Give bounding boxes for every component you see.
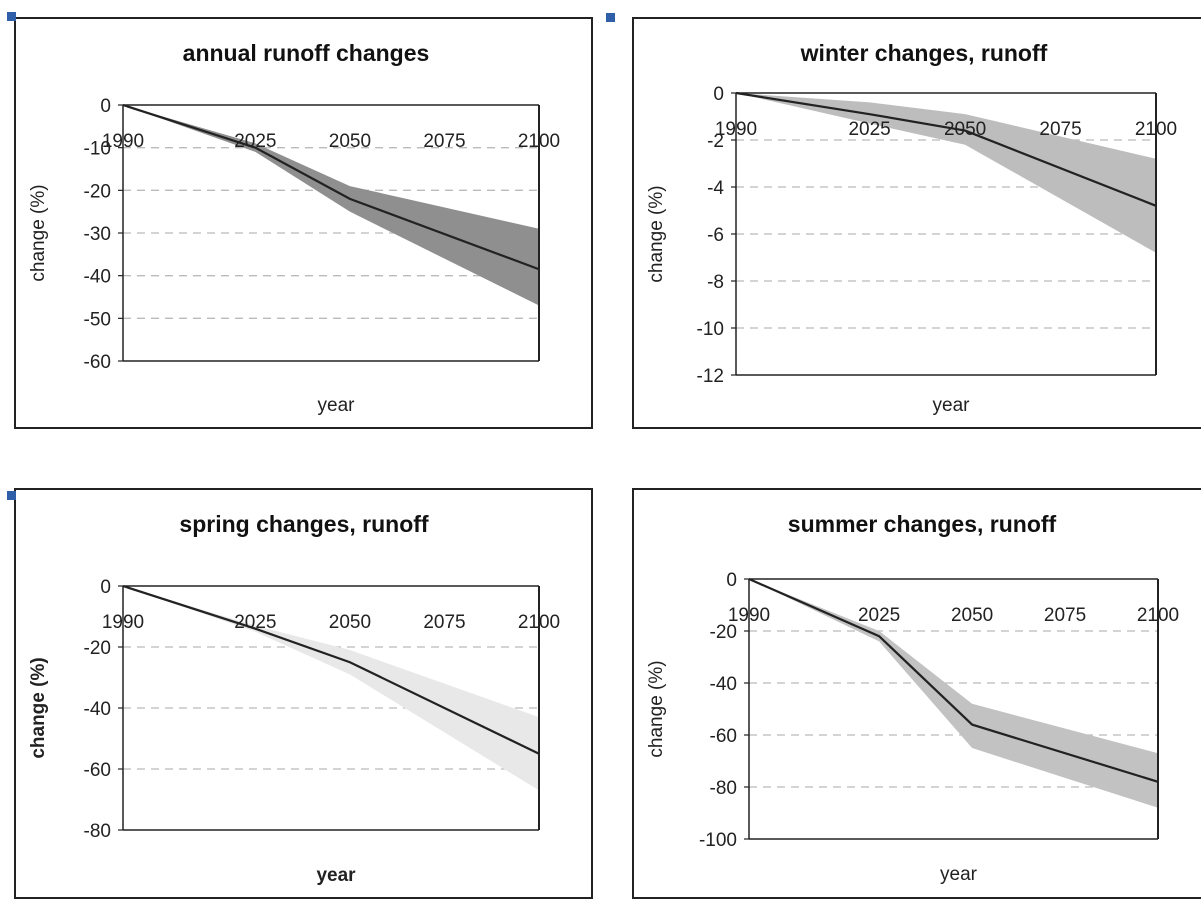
x-tick-label: 2050 bbox=[951, 605, 993, 626]
y-tick-label: -8 bbox=[707, 272, 724, 293]
x-tick-label: 1990 bbox=[715, 119, 757, 140]
x-tick-label: 1990 bbox=[102, 612, 144, 633]
y-tick-label: 0 bbox=[100, 96, 111, 117]
chart-title: annual runoff changes bbox=[183, 40, 430, 66]
x-tick-label: 2100 bbox=[518, 612, 560, 633]
chart-svg-annual: annual runoff changes 0 -10 -20 -30 -40 -50 -60… bbox=[28, 40, 560, 416]
x-tick-label: 2100 bbox=[1135, 119, 1177, 140]
y-tick-label: -4 bbox=[707, 178, 724, 199]
chart-title: spring changes, runoff bbox=[179, 511, 429, 537]
y-axis-label: change (%) bbox=[646, 660, 667, 757]
y-tick-label: 0 bbox=[713, 84, 724, 105]
x-axis-label: year bbox=[316, 865, 356, 886]
selection-handle[interactable] bbox=[7, 491, 16, 500]
y-tick-label: 0 bbox=[100, 577, 111, 598]
y-tick-label: 0 bbox=[726, 570, 737, 591]
y-axis-label: change (%) bbox=[646, 185, 667, 282]
y-tick-label: -40 bbox=[710, 674, 737, 695]
chart-title: summer changes, runoff bbox=[788, 511, 1057, 537]
y-tick-label: -10 bbox=[697, 319, 724, 340]
series-line bbox=[122, 103, 540, 271]
series-line bbox=[122, 584, 540, 755]
chart-svg-summer: summer changes, runoff 0 -20 -40 -60 -80 -100 1… bbox=[646, 511, 1179, 885]
x-tick-label: 2050 bbox=[944, 119, 986, 140]
x-tick-label: 2100 bbox=[518, 131, 560, 152]
selection-handle[interactable] bbox=[7, 12, 16, 21]
x-axis-label: year bbox=[318, 395, 356, 416]
x-tick-label: 2100 bbox=[1137, 605, 1179, 626]
y-tick-label: -20 bbox=[710, 622, 737, 643]
x-tick-label: 2025 bbox=[234, 131, 276, 152]
y-tick-label: -2 bbox=[707, 131, 724, 152]
chart-svg-winter: winter changes, runoff 0 -2 -4 -6 -8 -10 -12 199… bbox=[646, 40, 1177, 416]
x-tick-label: 2075 bbox=[423, 131, 465, 152]
uncertainty-band bbox=[736, 93, 1156, 253]
y-tick-label: -20 bbox=[84, 638, 111, 659]
chart-panel-annual: annual runoff changes 0 -10 -20 -30 -40 -50 -60… bbox=[14, 17, 593, 429]
series-line bbox=[748, 577, 1159, 783]
selection-handle[interactable] bbox=[606, 13, 615, 22]
x-tick-label: 2050 bbox=[329, 612, 371, 633]
chart-svg-spring: spring changes, runoff 0 -20 -40 -60 -80 1990 2… bbox=[28, 511, 560, 886]
y-tick-label: -30 bbox=[84, 224, 111, 245]
chart-title: winter changes, runoff bbox=[800, 40, 1048, 66]
y-axis-label: change (%) bbox=[28, 657, 49, 758]
y-tick-label: -40 bbox=[84, 699, 111, 720]
x-tick-label: 1990 bbox=[102, 131, 144, 152]
y-axis-label: change (%) bbox=[28, 184, 49, 281]
y-tick-label: -50 bbox=[84, 309, 111, 330]
y-tick-label: -60 bbox=[84, 352, 111, 373]
y-tick-label: -60 bbox=[710, 726, 737, 747]
y-tick-label: -80 bbox=[710, 778, 737, 799]
y-tick-label: -60 bbox=[84, 760, 111, 781]
y-tick-label: -10 bbox=[84, 139, 111, 160]
x-tick-label: 2075 bbox=[1044, 605, 1086, 626]
y-tick-label: -80 bbox=[84, 821, 111, 842]
y-tick-label: -20 bbox=[84, 181, 111, 202]
y-tick-label: -100 bbox=[699, 830, 737, 851]
x-tick-label: 2075 bbox=[423, 612, 465, 633]
y-tick-label: -40 bbox=[84, 267, 111, 288]
x-axis-label: year bbox=[933, 395, 971, 416]
chart-panel-winter: winter changes, runoff 0 -2 -4 -6 -8 -10 -12 199… bbox=[632, 17, 1201, 429]
x-tick-label: 2025 bbox=[858, 605, 900, 626]
x-tick-label: 2075 bbox=[1039, 119, 1081, 140]
uncertainty-band bbox=[123, 586, 539, 791]
x-tick-label: 2050 bbox=[329, 131, 371, 152]
x-axis-label: year bbox=[940, 864, 978, 885]
x-tick-label: 2025 bbox=[234, 612, 276, 633]
x-tick-label: 2025 bbox=[848, 119, 890, 140]
series-line bbox=[735, 91, 1157, 207]
chart-panel-summer: summer changes, runoff 0 -20 -40 -60 -80 -100 1… bbox=[632, 488, 1201, 899]
y-tick-label: -6 bbox=[707, 225, 724, 246]
x-tick-label: 1990 bbox=[728, 605, 770, 626]
y-tick-label: -12 bbox=[697, 366, 724, 387]
chart-panel-spring: spring changes, runoff 0 -20 -40 -60 -80 1990 2… bbox=[14, 488, 593, 899]
